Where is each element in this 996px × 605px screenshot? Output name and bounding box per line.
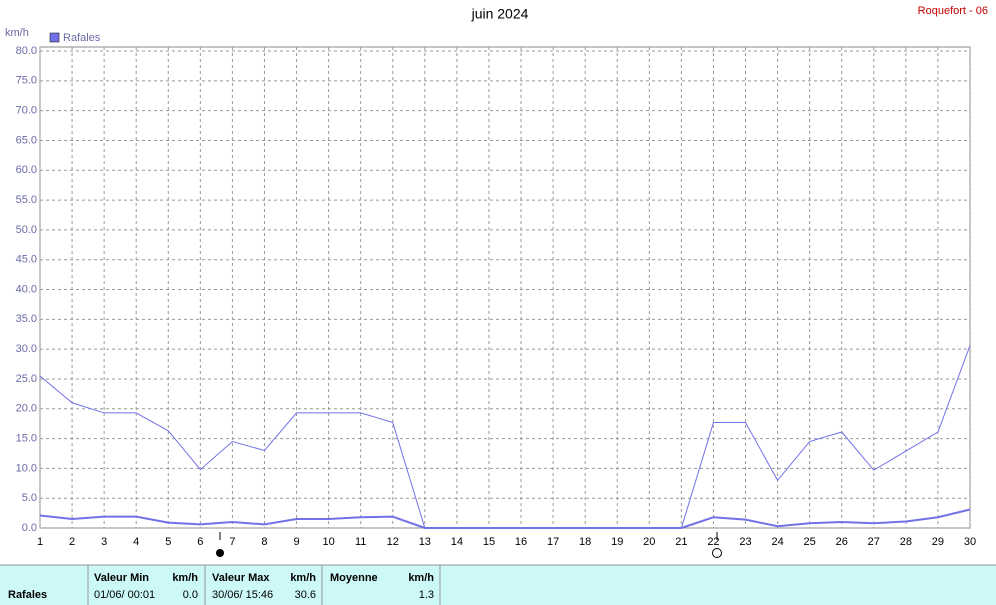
station: Roquefort - 06 (918, 5, 988, 17)
x-tick-label: 29 (932, 536, 944, 548)
x-tick-label: 17 (547, 536, 559, 548)
x-tick-label: 24 (771, 536, 783, 548)
x-tick-label: 7 (229, 536, 235, 548)
moon-icon (216, 549, 224, 557)
x-tick-label: 13 (419, 536, 431, 548)
cell-value: 1.3 (419, 589, 434, 601)
col-unit: km/h (172, 572, 198, 584)
plot-area (39, 46, 971, 529)
x-tick-label: 11 (355, 536, 366, 548)
y-tick-label: 25.0 (16, 373, 37, 385)
x-tick-label: 22 (707, 536, 719, 548)
col-header: Valeur Max (212, 572, 270, 584)
y-tick-label: 35.0 (16, 313, 37, 325)
y-tick-label: 40.0 (16, 283, 37, 295)
y-tick-label: 75.0 (16, 75, 37, 87)
legend-label: Rafales (63, 32, 101, 44)
y-tick-label: 10.0 (16, 462, 37, 474)
series-line (39, 508, 971, 529)
x-tick-label: 9 (293, 536, 299, 548)
x-tick-label: 23 (739, 536, 751, 548)
chart-title: juin 2024 (471, 6, 529, 22)
y-tick-label: 30.0 (16, 343, 37, 355)
cell-date: 30/06/ 15:46 (212, 589, 273, 601)
y-tick-label: 70.0 (16, 105, 37, 117)
y-tick-label: 50.0 (16, 224, 37, 236)
y-tick-label: 80.0 (16, 45, 37, 57)
y-axis-label: km/h (5, 27, 29, 39)
x-tick-label: 1 (37, 536, 43, 548)
x-tick-label: 16 (515, 536, 527, 548)
x-tick-label: 18 (579, 536, 591, 548)
x-tick-label: 2 (69, 536, 75, 548)
y-tick-label: 45.0 (16, 254, 37, 266)
col-unit: km/h (408, 572, 434, 584)
table-bg (0, 565, 996, 605)
x-tick-label: 10 (322, 536, 334, 548)
x-tick-label: 26 (836, 536, 848, 548)
legend-swatch (49, 32, 60, 43)
x-tick-label: 30 (964, 536, 976, 548)
x-tick-label: 15 (483, 536, 495, 548)
cell-value: 0.0 (183, 589, 198, 601)
x-tick-label: 3 (101, 536, 107, 548)
x-tick-label: 25 (804, 536, 816, 548)
y-tick-label: 60.0 (16, 164, 37, 176)
x-tick-label: 4 (133, 536, 139, 548)
x-tick-label: 8 (261, 536, 267, 548)
col-header: Moyenne (330, 572, 378, 584)
y-tick-label: 55.0 (16, 194, 37, 206)
y-tick-label: 5.0 (22, 492, 37, 504)
x-tick-label: 5 (165, 536, 171, 548)
col-unit: km/h (290, 572, 316, 584)
y-tick-label: 20.0 (16, 403, 37, 415)
x-tick-label: 6 (197, 536, 203, 548)
cell-date: 01/06/ 00:01 (94, 589, 155, 601)
y-tick-label: 15.0 (16, 432, 37, 444)
x-tick-label: 19 (611, 536, 623, 548)
row-label: Rafales (8, 589, 47, 601)
x-tick-label: 28 (900, 536, 912, 548)
x-tick-label: 21 (675, 536, 687, 548)
y-tick-label: 0.0 (22, 522, 37, 534)
col-header: Valeur Min (94, 572, 149, 584)
y-tick-label: 65.0 (16, 134, 37, 146)
x-tick-label: 14 (451, 536, 463, 548)
summary-table: Rafales Valeur Min km/h 01/06/ 00:01 0.0… (0, 564, 996, 605)
x-tick-label: 12 (387, 536, 399, 548)
cell-value: 30.6 (295, 589, 316, 601)
moon-icon (712, 548, 722, 558)
x-tick-label: 27 (868, 536, 880, 548)
x-tick-label: 20 (643, 536, 655, 548)
